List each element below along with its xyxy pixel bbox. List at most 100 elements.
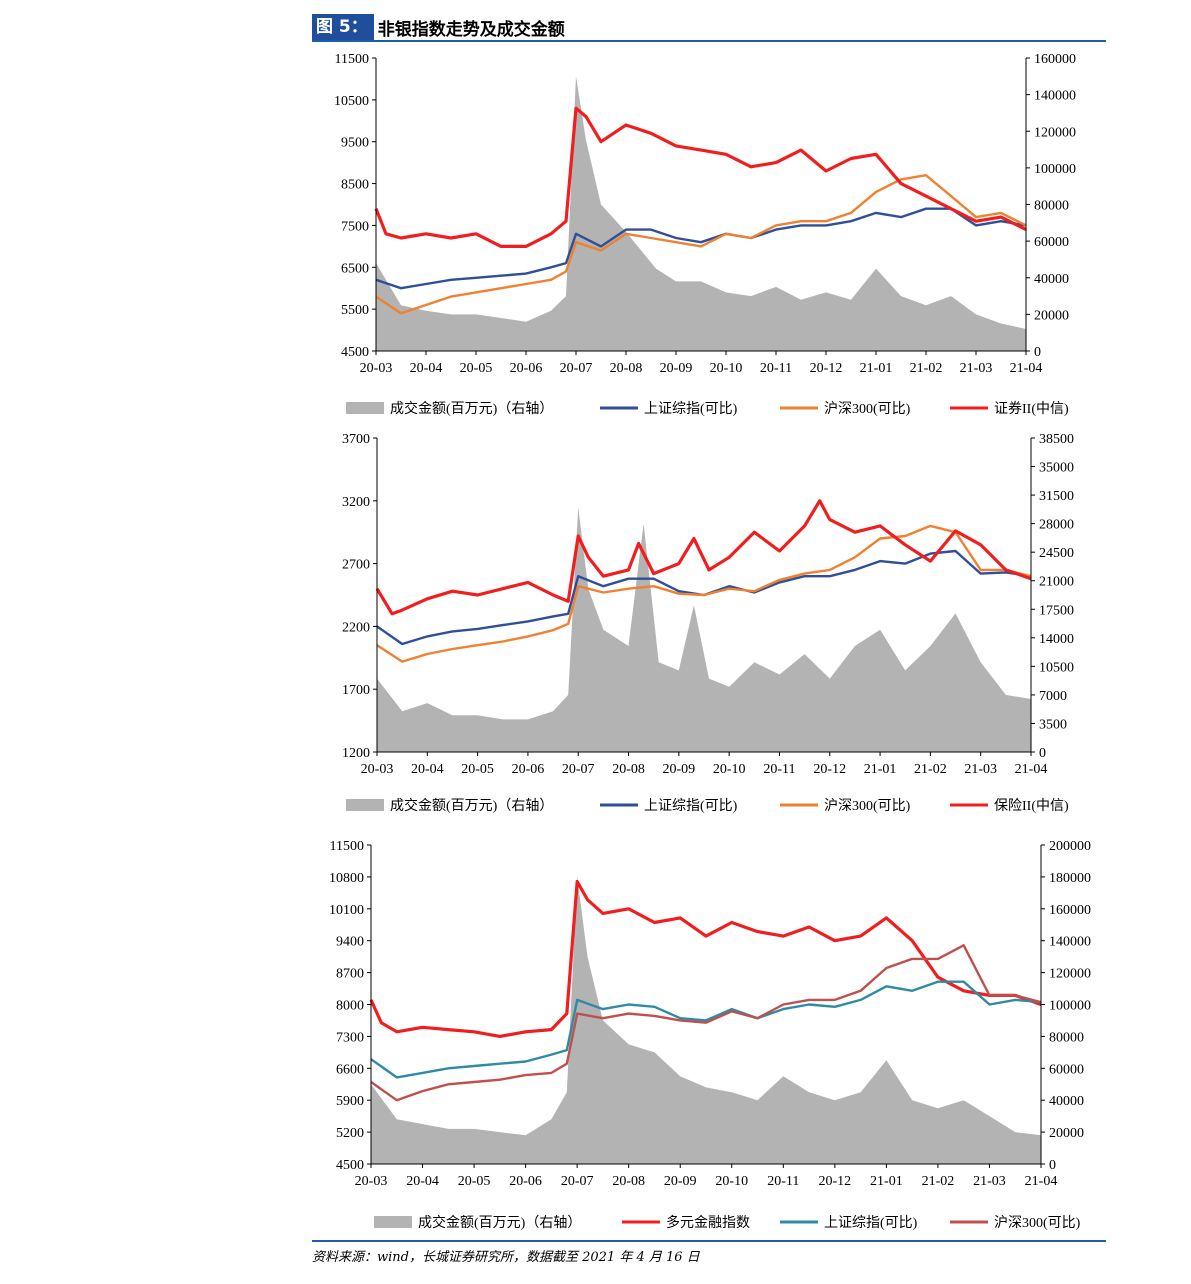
y-right-tick-label: 140000 bbox=[1034, 89, 1076, 104]
y-right-tick-label: 80000 bbox=[1049, 1030, 1084, 1045]
figure-title: 图 5： 非银指数走势及成交金额 bbox=[312, 14, 565, 40]
y-right-tick-label: 100000 bbox=[1049, 999, 1091, 1014]
x-tick-label: 20-12 bbox=[813, 762, 846, 777]
x-tick-label: 20-03 bbox=[361, 762, 394, 777]
y-right-tick-label: 38500 bbox=[1039, 432, 1074, 447]
y-left-tick-label: 4500 bbox=[341, 345, 369, 360]
y-right-tick-label: 0 bbox=[1039, 746, 1046, 761]
series-area-volume bbox=[377, 507, 1031, 752]
legend-label: 上证综指(可比) bbox=[644, 401, 738, 417]
x-tick-label: 20-09 bbox=[663, 762, 696, 777]
legend-label: 成交金额(百万元)（右轴） bbox=[390, 797, 553, 814]
series-line-3 bbox=[375, 499, 1032, 616]
x-tick-label: 20-10 bbox=[710, 361, 743, 376]
chart-insurance: 1200 1700 2200 2700 3200 3700 0 3500 7000 10500 14… bbox=[342, 432, 1074, 814]
legend-swatch-area bbox=[346, 799, 384, 811]
x-tick-label: 20-07 bbox=[562, 762, 595, 777]
y-left-tick-label: 6500 bbox=[341, 261, 369, 276]
y-right-tick-label: 120000 bbox=[1034, 125, 1076, 140]
x-tick-label: 20-06 bbox=[509, 1174, 542, 1189]
y-left-tick-label: 6600 bbox=[336, 1062, 364, 1077]
x-tick-label: 20-12 bbox=[819, 1174, 852, 1189]
y-left-tick-label: 5900 bbox=[336, 1094, 364, 1109]
x-tick-label: 21-03 bbox=[973, 1174, 1006, 1189]
y-right-tick-label: 31500 bbox=[1039, 489, 1074, 504]
x-tick-label: 20-05 bbox=[461, 762, 494, 777]
y-right-tick-label: 14000 bbox=[1039, 632, 1074, 647]
x-tick-label: 20-08 bbox=[612, 762, 645, 777]
x-tick-label: 20-08 bbox=[610, 361, 643, 376]
y-right-tick-label: 17500 bbox=[1039, 603, 1074, 618]
y-right-tick-label: 35000 bbox=[1039, 461, 1074, 476]
y-right-tick-label: 120000 bbox=[1049, 967, 1091, 982]
y-left-tick-label: 8000 bbox=[336, 999, 364, 1014]
chart-securities: 4500 5500 6500 7500 8500 9500 10500 11500 0 20000… bbox=[334, 52, 1076, 417]
y-right-tick-label: 160000 bbox=[1034, 52, 1076, 67]
x-tick-label: 20-11 bbox=[760, 361, 792, 376]
y-left-tick-label: 11500 bbox=[330, 839, 364, 854]
series-area-volume bbox=[371, 876, 1041, 1164]
figure-title-text: 非银指数走势及成交金额 bbox=[377, 19, 565, 40]
title-rule bbox=[312, 40, 1106, 42]
y-left-tick-label: 10800 bbox=[329, 871, 364, 886]
y-right-tick-label: 80000 bbox=[1034, 199, 1069, 214]
x-tick-label: 20-07 bbox=[560, 361, 593, 376]
series-area-volume bbox=[376, 76, 1026, 352]
y-right-tick-label: 180000 bbox=[1049, 871, 1091, 886]
x-tick-label: 20-04 bbox=[406, 1174, 439, 1189]
y-left-tick-label: 8500 bbox=[341, 178, 369, 193]
x-tick-label: 21-02 bbox=[914, 762, 947, 777]
y-left-tick-label: 11500 bbox=[335, 52, 369, 67]
y-right-tick-label: 160000 bbox=[1049, 903, 1091, 918]
y-right-tick-label: 100000 bbox=[1034, 162, 1076, 177]
legend-label: 上证综指(可比) bbox=[644, 798, 738, 814]
x-tick-label: 21-04 bbox=[1025, 1174, 1058, 1189]
legend-label: 证券II(中信) bbox=[994, 401, 1069, 417]
x-tick-label: 21-04 bbox=[1010, 361, 1043, 376]
y-right-tick-label: 24500 bbox=[1039, 546, 1074, 561]
y-right-tick-label: 20000 bbox=[1034, 308, 1069, 323]
x-tick-label: 20-08 bbox=[612, 1174, 645, 1189]
x-tick-label: 21-04 bbox=[1015, 762, 1048, 777]
x-tick-label: 21-01 bbox=[870, 1174, 903, 1189]
x-tick-label: 21-01 bbox=[864, 762, 897, 777]
y-right-tick-label: 40000 bbox=[1034, 272, 1069, 287]
source-note: 资料来源：wind，长城证券研究所，数据截至 2021 年 4 月 16 日 bbox=[312, 1250, 700, 1265]
footer-rule bbox=[312, 1240, 1106, 1242]
x-tick-label: 20-09 bbox=[664, 1174, 697, 1189]
x-tick-label: 20-05 bbox=[458, 1174, 491, 1189]
y-left-tick-label: 1200 bbox=[342, 746, 370, 761]
chart-diversified-finance: 4500 5200 5900 6600 7300 8000 8700 9400 10100 108… bbox=[329, 839, 1091, 1231]
series-line-2 bbox=[376, 524, 1032, 663]
series-line-1 bbox=[375, 207, 1027, 290]
legend-label: 成交金额(百万元)（右轴） bbox=[418, 1214, 581, 1231]
x-tick-label: 20-03 bbox=[360, 361, 393, 376]
y-right-tick-label: 140000 bbox=[1049, 935, 1091, 950]
series-line-1 bbox=[376, 549, 1032, 646]
y-left-tick-label: 9400 bbox=[336, 935, 364, 950]
x-tick-label: 20-05 bbox=[460, 361, 493, 376]
y-right-tick-label: 40000 bbox=[1049, 1094, 1084, 1109]
series-line-1 bbox=[369, 879, 1042, 1038]
y-left-tick-label: 10500 bbox=[334, 94, 369, 109]
legend-swatch-area bbox=[346, 402, 384, 414]
y-left-tick-label: 7300 bbox=[336, 1030, 364, 1045]
x-tick-label: 21-03 bbox=[964, 762, 997, 777]
y-left-tick-label: 1700 bbox=[342, 683, 370, 698]
y-left-tick-label: 10100 bbox=[329, 903, 364, 918]
x-tick-label: 20-04 bbox=[411, 762, 444, 777]
y-left-tick-label: 3700 bbox=[342, 432, 370, 447]
series-line-2 bbox=[375, 173, 1027, 315]
y-right-tick-label: 28000 bbox=[1039, 518, 1074, 533]
x-tick-label: 20-11 bbox=[763, 762, 795, 777]
legend-swatch-area bbox=[374, 1216, 412, 1228]
legend-label: 沪深300(可比) bbox=[994, 1215, 1081, 1231]
x-tick-label: 20-10 bbox=[715, 1174, 748, 1189]
x-tick-label: 20-06 bbox=[512, 762, 545, 777]
x-tick-label: 21-03 bbox=[960, 361, 993, 376]
series-line-3 bbox=[374, 106, 1027, 248]
legend-label: 沪深300(可比) bbox=[824, 798, 911, 814]
legend-label: 沪深300(可比) bbox=[824, 401, 911, 417]
legend-label: 上证综指(可比) bbox=[824, 1215, 918, 1231]
y-right-tick-label: 10500 bbox=[1039, 660, 1074, 675]
